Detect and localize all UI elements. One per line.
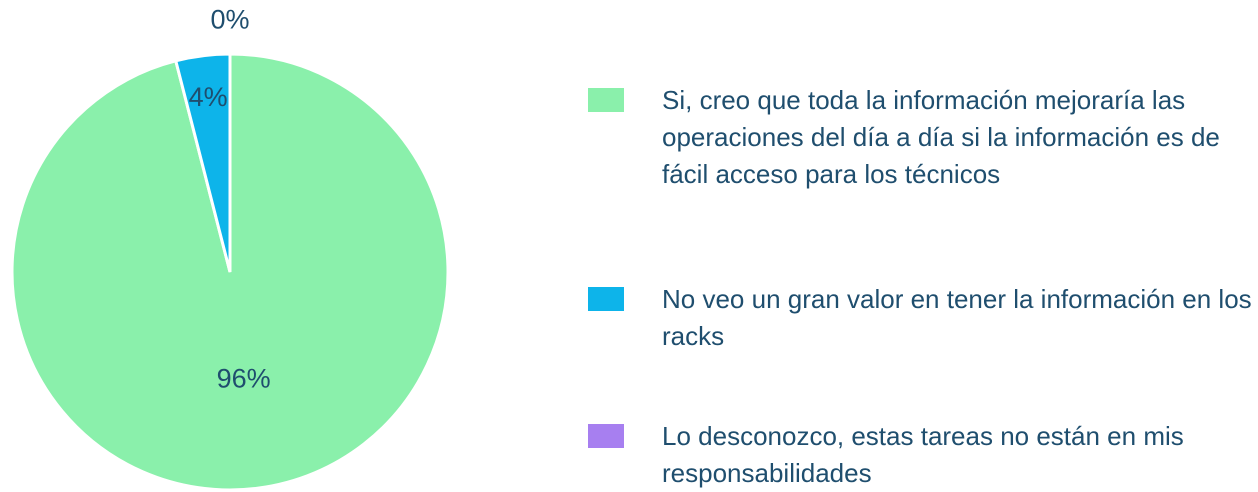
legend-swatch (588, 424, 624, 448)
legend-item: Lo desconozco, estas tareas no están en … (588, 418, 1252, 492)
data-label: 0% (210, 4, 249, 34)
legend-item: No veo un gran valor en tener la informa… (588, 281, 1252, 355)
data-label: 4% (189, 82, 228, 112)
legend-label: No veo un gran valor en tener la informa… (662, 284, 1252, 351)
legend-label: Lo desconozco, estas tareas no están en … (662, 421, 1184, 488)
legend-label: Si, creo que toda la información mejorar… (662, 85, 1220, 189)
legend-item: Si, creo que toda la información mejorar… (588, 82, 1252, 193)
data-label: 96% (217, 363, 271, 393)
legend-swatch (588, 287, 624, 311)
chart: 96% 4% 0% (10, 4, 450, 489)
legend-swatch (588, 88, 624, 112)
